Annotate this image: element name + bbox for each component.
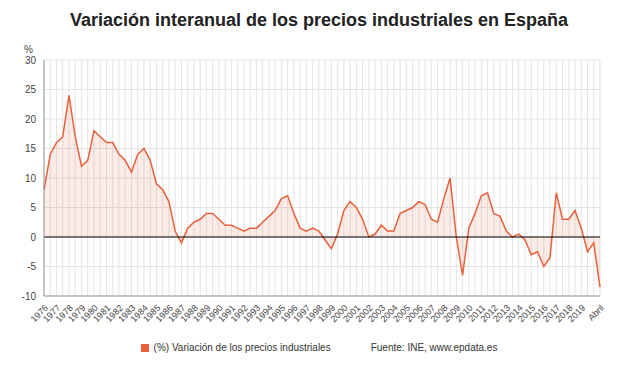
- svg-text:20: 20: [25, 114, 37, 125]
- svg-text:1997: 1997: [291, 302, 313, 325]
- svg-text:2009: 2009: [441, 302, 463, 325]
- svg-text:15: 15: [25, 143, 37, 154]
- svg-text:2013: 2013: [491, 302, 513, 325]
- svg-text:1992: 1992: [228, 302, 250, 325]
- svg-text:2006: 2006: [403, 302, 425, 325]
- svg-text:1996: 1996: [278, 302, 300, 325]
- svg-text:-5: -5: [27, 261, 36, 272]
- svg-text:1976: 1976: [28, 302, 50, 325]
- svg-text:2010: 2010: [453, 302, 475, 325]
- svg-text:2016: 2016: [528, 302, 550, 325]
- svg-text:Abril: Abril: [586, 303, 606, 323]
- svg-text:1977: 1977: [41, 302, 63, 325]
- svg-text:1994: 1994: [253, 302, 275, 325]
- svg-text:0: 0: [30, 232, 36, 243]
- svg-text:1979: 1979: [66, 302, 88, 325]
- svg-text:5: 5: [30, 202, 36, 213]
- html-text:(%) Variación de los precios i: (%) Variación de los precios industriale…: [153, 342, 331, 353]
- html-text:Variación interanual de los pr: Variación interanual de los precios indu…: [69, 10, 569, 30]
- svg-text:1995: 1995: [266, 302, 288, 325]
- svg-text:25: 25: [25, 84, 37, 95]
- svg-text:2012: 2012: [478, 302, 500, 325]
- svg-text:1999: 1999: [316, 302, 338, 325]
- svg-text:2005: 2005: [391, 302, 413, 325]
- svg-text:2019: 2019: [566, 303, 587, 324]
- svg-text:1988: 1988: [178, 302, 200, 325]
- svg-text:1983: 1983: [116, 302, 138, 325]
- svg-text:2014: 2014: [503, 302, 525, 325]
- svg-text:2008: 2008: [428, 302, 450, 325]
- svg-text:2017: 2017: [541, 302, 563, 325]
- svg-text:30: 30: [25, 55, 37, 66]
- svg-text:1989: 1989: [191, 302, 213, 325]
- svg-text:1978: 1978: [53, 302, 75, 325]
- svg-text:2007: 2007: [416, 302, 438, 325]
- svg-text:1981: 1981: [91, 302, 113, 325]
- svg-text:1998: 1998: [303, 302, 325, 325]
- svg-text:1993: 1993: [241, 302, 263, 325]
- svg-text:1982: 1982: [103, 302, 125, 325]
- svg-text:1980: 1980: [78, 302, 100, 325]
- svg-text:1986: 1986: [153, 302, 175, 325]
- svg-text:2003: 2003: [366, 302, 388, 325]
- svg-text:2011: 2011: [466, 302, 488, 324]
- svg-text:2000: 2000: [328, 302, 350, 325]
- svg-text:1991: 1991: [216, 302, 238, 325]
- html-text:Fuente: INE, www.epdata.es: Fuente: INE, www.epdata.es: [370, 342, 498, 353]
- svg-text:10: 10: [25, 173, 37, 184]
- svg-text:-10: -10: [22, 291, 37, 302]
- svg-text:2018: 2018: [553, 302, 575, 325]
- svg-text:2002: 2002: [353, 302, 375, 325]
- svg-text:2004: 2004: [378, 302, 400, 325]
- svg-text:1987: 1987: [166, 302, 188, 325]
- svg-text:2001: 2001: [341, 302, 363, 325]
- svg-text:1985: 1985: [141, 302, 163, 325]
- svg-text:1990: 1990: [203, 302, 225, 325]
- svg-text:1984: 1984: [128, 302, 150, 325]
- svg-text:2015: 2015: [516, 302, 538, 325]
